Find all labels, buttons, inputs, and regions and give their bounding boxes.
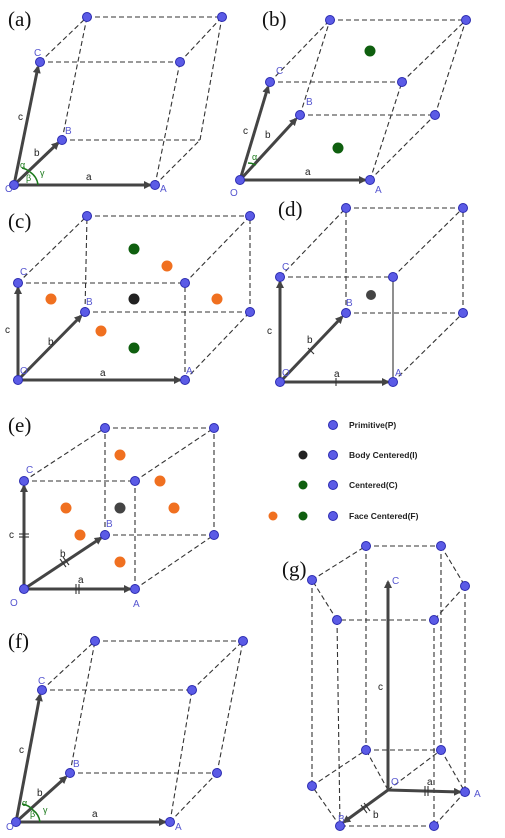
svg-text:β: β — [26, 173, 31, 183]
svg-text:a: a — [100, 368, 106, 379]
svg-text:C: C — [20, 267, 27, 278]
legend-face-centered: Face Centered(F) — [349, 511, 419, 521]
svg-text:O: O — [6, 822, 14, 833]
svg-text:a: a — [78, 575, 84, 586]
svg-text:c: c — [378, 682, 383, 693]
svg-text:C: C — [282, 262, 289, 273]
svg-text:c: c — [18, 112, 23, 123]
panel-f: (f) O A B C a b c α β γ — [6, 629, 248, 833]
panel-label-g: (g) — [282, 557, 307, 581]
svg-text:B: B — [106, 519, 113, 530]
svg-text:c: c — [267, 326, 272, 337]
panel-e: (e) O A B C a — [8, 413, 219, 610]
legend: Primitive(P) Body Centered(I) Centered(C… — [268, 420, 419, 521]
legend-primitive: Primitive(P) — [349, 420, 396, 430]
svg-text:A: A — [375, 185, 382, 196]
svg-text:O: O — [20, 366, 28, 377]
svg-text:C: C — [26, 465, 33, 476]
svg-text:b: b — [265, 130, 271, 141]
panel-b: (b) O A B C a b c α — [230, 7, 471, 199]
svg-text:a: a — [334, 369, 340, 380]
svg-text:C: C — [38, 676, 45, 687]
svg-text:B: B — [338, 814, 345, 825]
svg-text:A: A — [133, 599, 140, 610]
svg-text:a: a — [86, 172, 92, 183]
panel-label-a: (a) — [8, 7, 31, 31]
svg-text:B: B — [346, 298, 353, 309]
svg-text:b: b — [373, 810, 379, 821]
legend-primitive-marker — [328, 420, 338, 430]
svg-text:A: A — [186, 366, 193, 377]
svg-text:b: b — [37, 788, 43, 799]
svg-text:A: A — [395, 368, 402, 379]
svg-text:b: b — [48, 337, 54, 348]
svg-text:B: B — [86, 297, 93, 308]
svg-text:B: B — [73, 759, 80, 770]
svg-text:c: c — [5, 325, 10, 336]
svg-text:a: a — [427, 777, 433, 788]
svg-text:γ: γ — [40, 168, 45, 178]
svg-text:β: β — [30, 809, 35, 819]
legend-centered: Centered(C) — [349, 480, 398, 490]
svg-text:C: C — [392, 576, 399, 587]
svg-text:A: A — [160, 184, 167, 195]
svg-text:c: c — [243, 126, 248, 137]
svg-text:O: O — [10, 598, 18, 609]
svg-text:A: A — [175, 822, 182, 833]
svg-text:C: C — [34, 48, 41, 59]
svg-text:c: c — [19, 745, 24, 756]
svg-text:b: b — [307, 335, 313, 346]
svg-text:α: α — [22, 798, 27, 808]
panel-a: (a) O A B C a b c α β γ — [5, 7, 227, 195]
panel-d: (d) O A B C a b c — [267, 197, 468, 387]
panel-label-f: (f) — [8, 629, 29, 653]
panel-label-d: (d) — [278, 197, 303, 221]
legend-body-centered: Body Centered(I) — [349, 450, 418, 460]
svg-text:B: B — [65, 126, 72, 137]
svg-text:α: α — [20, 160, 25, 170]
svg-text:O: O — [5, 184, 13, 195]
panel-label-c: (c) — [8, 209, 31, 233]
svg-text:α: α — [252, 152, 257, 162]
svg-text:A: A — [474, 789, 481, 800]
svg-text:a: a — [305, 167, 311, 178]
svg-text:O: O — [230, 188, 238, 199]
svg-text:γ: γ — [43, 805, 48, 815]
svg-text:a: a — [92, 809, 98, 820]
svg-text:O: O — [391, 777, 399, 788]
svg-text:C: C — [276, 66, 283, 77]
panel-label-b: (b) — [262, 7, 287, 31]
panel-c: (c) O A B C a b c — [5, 209, 255, 385]
svg-text:B: B — [306, 97, 313, 108]
panel-g: (g) — [282, 541, 481, 831]
panel-label-e: (e) — [8, 413, 31, 437]
svg-text:O: O — [282, 368, 290, 379]
svg-text:b: b — [34, 148, 40, 159]
svg-text:b: b — [60, 549, 66, 560]
svg-text:c: c — [9, 530, 14, 541]
